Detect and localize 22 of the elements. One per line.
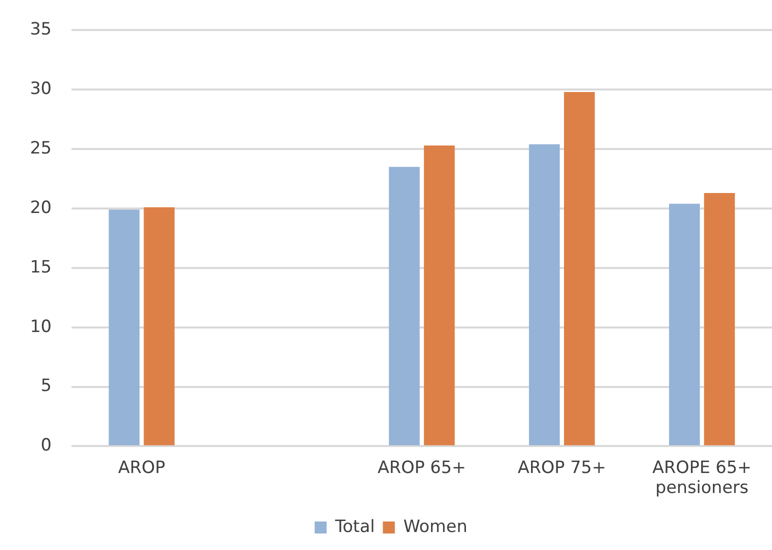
legend-label: Women xyxy=(403,516,468,537)
y-tick-label: 35 xyxy=(30,20,52,40)
bar xyxy=(704,193,735,446)
legend-label: Total xyxy=(334,516,375,537)
y-tick-label: 0 xyxy=(40,436,52,456)
y-tick-label: 15 xyxy=(30,257,52,278)
y-tick-label: 25 xyxy=(30,138,52,158)
x-tick-label: AROP 65+ xyxy=(378,458,466,478)
bar xyxy=(564,92,595,446)
x-tick-label: AROP xyxy=(118,458,166,478)
y-tick-label: 20 xyxy=(30,198,52,218)
x-tick-label: AROP 75+ xyxy=(518,458,606,478)
bar xyxy=(144,207,175,446)
bar xyxy=(424,145,455,446)
y-tick-label: 30 xyxy=(30,79,52,100)
bar xyxy=(388,166,420,446)
y-tick-label: 5 xyxy=(40,376,52,396)
bar xyxy=(108,210,140,446)
bar xyxy=(669,204,700,446)
y-tick-label: 10 xyxy=(30,316,52,337)
x-tick-label: AROPE 65+ pensioners xyxy=(652,458,752,498)
bar xyxy=(528,144,560,446)
